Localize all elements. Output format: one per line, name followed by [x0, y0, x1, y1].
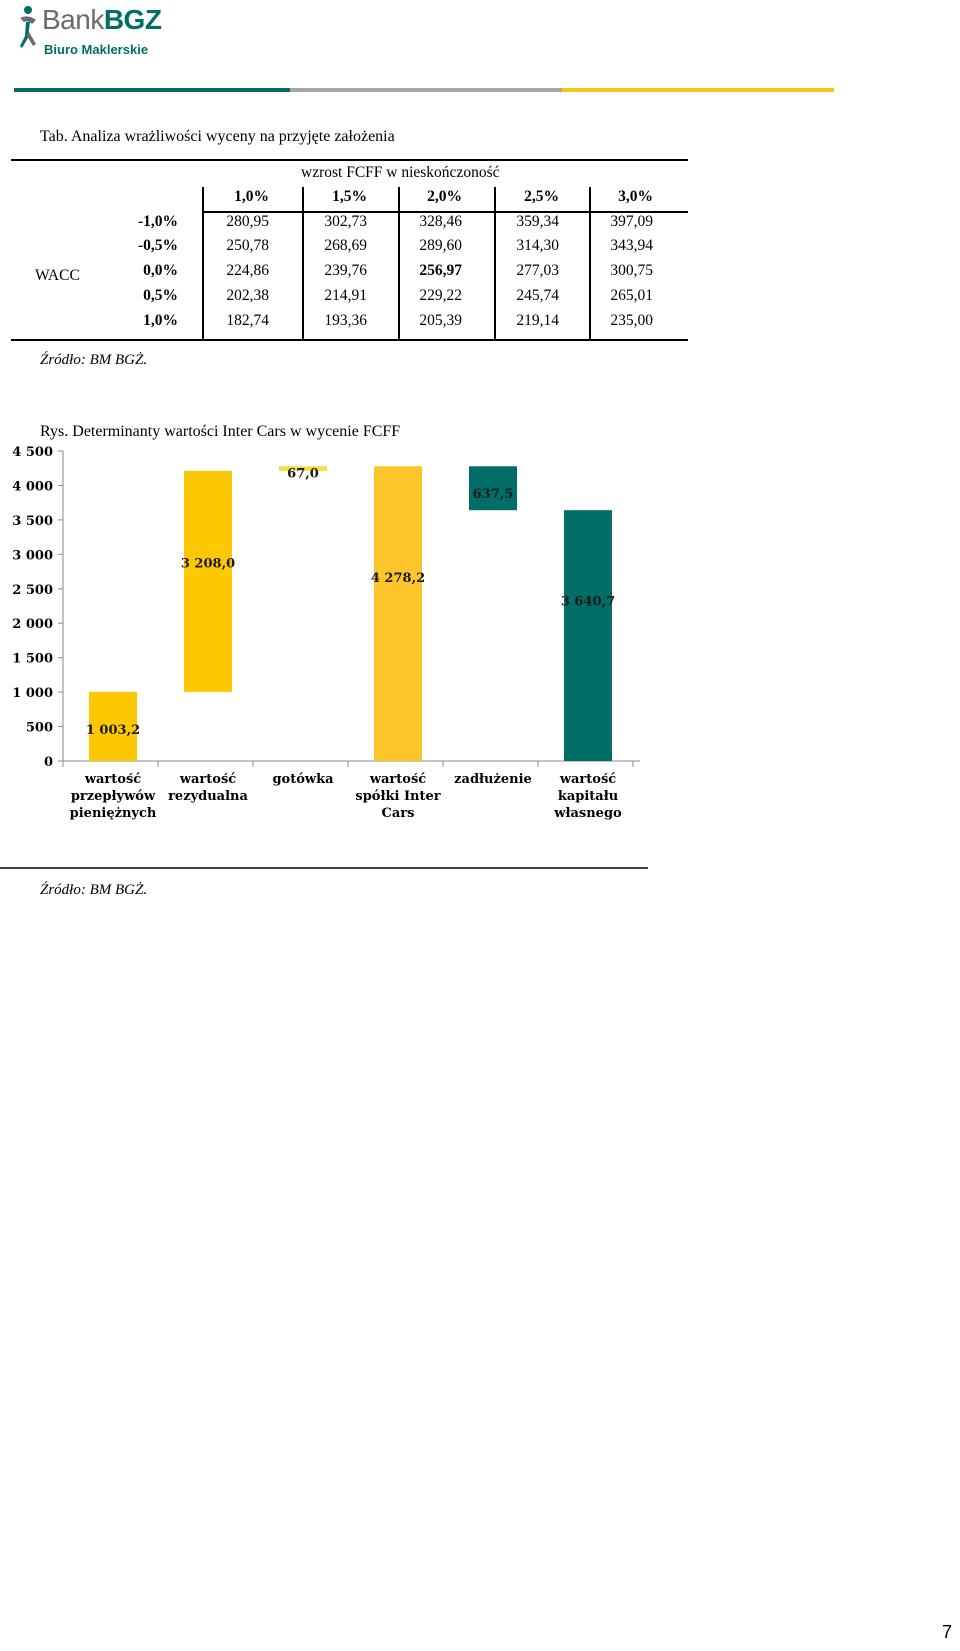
logo-wordmark: BankBGZ	[42, 4, 162, 36]
bar-data-label: 637,5	[473, 487, 514, 502]
table-col-header: 1,5%	[332, 188, 367, 205]
header-bar-grey	[290, 88, 562, 92]
table-cell: 224,86	[226, 262, 269, 279]
logo-figure-icon	[20, 6, 36, 48]
table-bottom-rule	[11, 339, 688, 341]
row-group-label: WACC	[35, 267, 80, 284]
table-cell: 245,74	[516, 287, 559, 304]
table-col-header: 3,0%	[618, 188, 653, 205]
table-col-divider	[589, 187, 591, 339]
table-col-header: 2,5%	[524, 188, 559, 205]
y-tick-label: 2 000	[12, 617, 53, 632]
table-cell: 256,97	[419, 262, 462, 279]
waterfall-bar	[89, 691, 137, 761]
table-row-label: -0,5%	[137, 237, 178, 254]
table-col-divider	[302, 187, 304, 339]
x-category-label: przepływów	[71, 789, 156, 804]
logo-subtitle: Biuro Maklerskie	[44, 42, 149, 57]
bar-data-label: 4 278,2	[371, 571, 425, 586]
x-category-label: spółki Inter	[355, 789, 440, 804]
x-category-label: pieniężnych	[70, 806, 157, 821]
y-tick-label: 4 500	[12, 445, 53, 460]
chart-source: Źródło: BM BGŻ.	[40, 882, 148, 898]
table-col-header: 1,0%	[234, 188, 269, 205]
table-cell: 289,60	[419, 237, 462, 254]
waterfall-bar	[564, 510, 612, 761]
table-cell: 193,36	[324, 312, 367, 329]
x-category-label: wartość	[179, 772, 236, 787]
x-category-label: wartość	[84, 772, 141, 787]
y-tick-label: 3 500	[12, 514, 53, 529]
y-tick-label: 4 000	[12, 479, 53, 494]
header-bar-yellow	[562, 88, 834, 92]
page-number: 7	[941, 1622, 952, 1642]
table-header-rule	[202, 211, 688, 213]
table-cell: 300,75	[610, 262, 653, 279]
waterfall-chart: 0 500 1 000 1 500 2 000 2 500 3 000 3 500 4 000 4…	[0, 436, 960, 880]
table-cell: 397,09	[610, 213, 653, 230]
table-title: Tab. Analiza wrażliwości wyceny na przyj…	[40, 128, 395, 145]
waterfall-bar	[279, 466, 327, 471]
sensitivity-table: wzrost FCFF w nieskończoność WACC 1,0% 1,…	[11, 159, 688, 344]
table-cell: 265,01	[610, 287, 653, 304]
table-row-label: 0,5%	[143, 287, 178, 304]
table-cell: 343,94	[610, 237, 653, 254]
col-group-label: wzrost FCFF w nieskończoność	[301, 164, 500, 181]
bar-data-label: 1 003,2	[86, 723, 140, 738]
table-top-rule	[11, 159, 688, 161]
table-cell: 182,74	[226, 312, 269, 329]
table-col-divider	[398, 187, 400, 339]
waterfall-bar	[469, 466, 517, 511]
table-cell: 250,78	[226, 237, 269, 254]
x-category-label: wartość	[369, 772, 426, 787]
table-cell: 328,46	[419, 213, 462, 230]
bar-data-label: 3 208,0	[181, 556, 235, 571]
table-cell: 202,38	[226, 287, 269, 304]
table-cell: 214,91	[324, 287, 367, 304]
table-row-label: -1,0%	[137, 213, 178, 230]
y-tick-label: 3 000	[12, 548, 53, 563]
header-bar-teal	[14, 88, 290, 92]
waterfall-bar	[374, 466, 422, 761]
y-tick-label: 1 500	[12, 652, 53, 667]
table-cell: 219,14	[516, 312, 559, 329]
table-cell: 229,22	[419, 287, 462, 304]
bank-bgz-logo: BankBGZ Biuro Maklerskie	[14, 2, 174, 64]
table-cell: 205,39	[419, 312, 462, 329]
table-col-header: 2,0%	[427, 188, 462, 205]
y-tick-label: 2 500	[12, 583, 53, 598]
logo-bank-text: Bank	[42, 4, 104, 35]
x-category-label: zadłużenie	[454, 772, 532, 787]
table-cell: 280,95	[226, 213, 269, 230]
waterfall-bar	[184, 470, 232, 692]
x-category-label: gotówka	[272, 772, 334, 787]
y-tick-label: 0	[44, 755, 53, 770]
chart-title: Rys. Determinanty wartości Inter Cars w …	[40, 423, 401, 440]
table-cell: 314,30	[516, 237, 559, 254]
bar-data-label: 67,0	[287, 466, 319, 481]
table-row-label: 0,0%	[143, 262, 178, 279]
y-tick-label: 1 000	[12, 686, 53, 701]
table-cell: 235,00	[610, 312, 653, 329]
x-category-label: własnego	[553, 806, 622, 821]
table-col-divider	[494, 187, 496, 339]
table-cell: 239,76	[324, 262, 367, 279]
y-tick-label: 500	[26, 721, 53, 736]
x-category-label: Cars	[382, 806, 415, 821]
table-cell: 359,34	[516, 213, 559, 230]
table-row-label: 1,0%	[143, 312, 178, 329]
table-cell: 277,03	[516, 262, 559, 279]
table-cell: 268,69	[324, 237, 367, 254]
table-cell: 302,73	[324, 213, 367, 230]
bar-data-label: 3 640,7	[561, 594, 615, 609]
table-source: Źródło: BM BGŻ.	[40, 352, 148, 368]
x-category-label: kapitału	[558, 789, 618, 804]
waterfall-chart-svg: 0 500 1 000 1 500 2 000 2 500 3 000 3 500 4 000 4…	[0, 436, 660, 869]
x-category-label: wartość	[559, 772, 616, 787]
x-category-label: rezydualna	[168, 789, 248, 804]
logo-bgz-text: BGZ	[103, 4, 162, 35]
table-col-divider	[202, 187, 204, 339]
